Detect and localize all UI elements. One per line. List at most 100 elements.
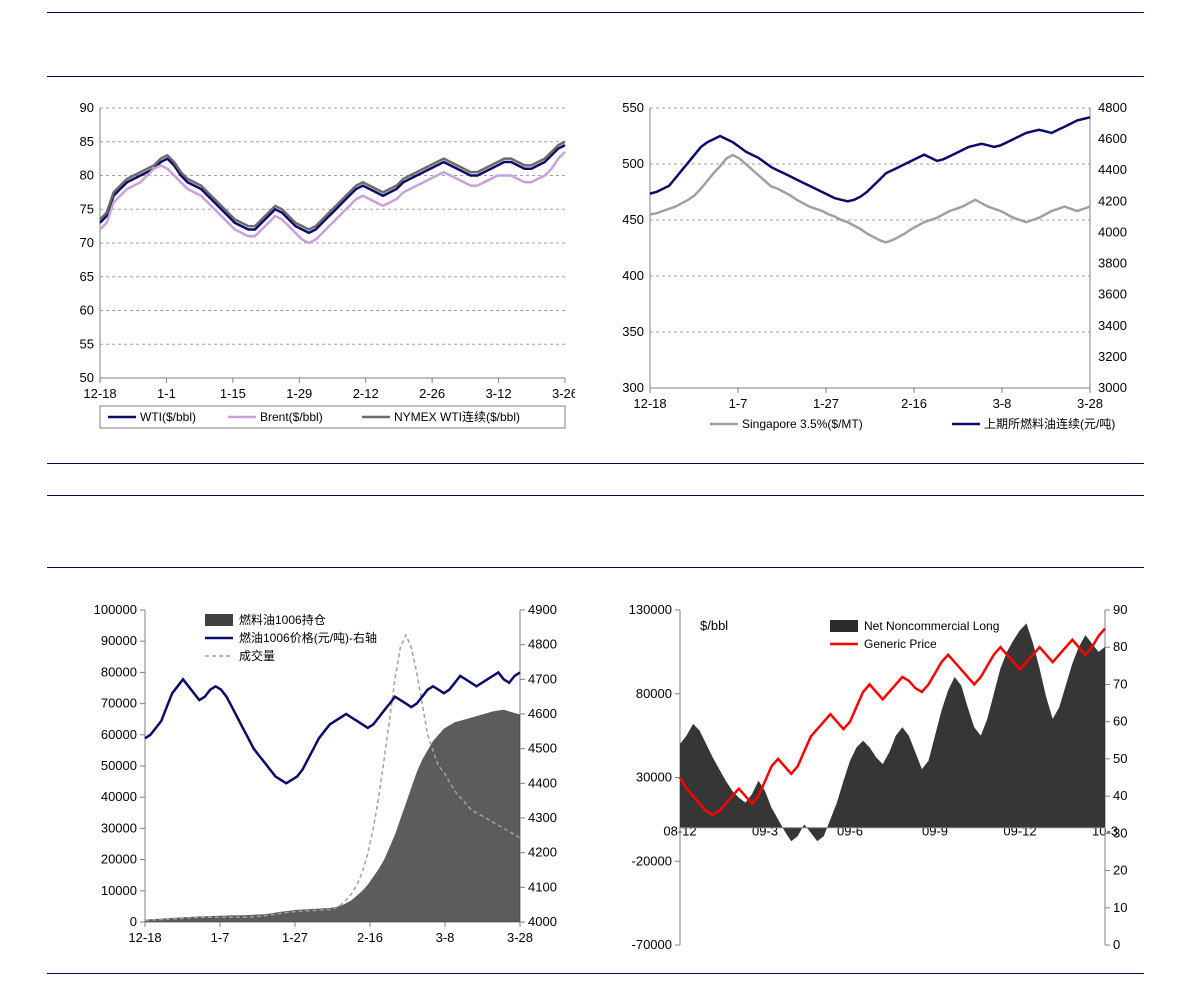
svg-text:NYMEX WTI连续($/bbl): NYMEX WTI连续($/bbl) (394, 409, 520, 424)
svg-text:4900: 4900 (528, 602, 557, 617)
svg-text:4800: 4800 (528, 637, 557, 652)
svg-text:300: 300 (622, 380, 644, 395)
svg-text:80000: 80000 (636, 686, 672, 701)
svg-text:12-18: 12-18 (128, 930, 161, 945)
svg-text:4400: 4400 (1098, 162, 1127, 177)
svg-text:80000: 80000 (101, 664, 137, 679)
svg-text:3-28: 3-28 (1077, 396, 1103, 411)
svg-text:4100: 4100 (528, 879, 557, 894)
svg-text:60: 60 (1113, 714, 1127, 729)
svg-text:2-16: 2-16 (901, 396, 927, 411)
svg-text:3800: 3800 (1098, 256, 1127, 271)
svg-text:100000: 100000 (94, 602, 137, 617)
svg-text:75: 75 (80, 201, 94, 216)
svg-text:4000: 4000 (528, 914, 557, 929)
chart-bottom-right: -70000-200003000080000130000010203040506… (605, 600, 1145, 960)
hrule-3 (47, 463, 1144, 464)
svg-text:10000: 10000 (101, 883, 137, 898)
hrule-5 (47, 567, 1144, 568)
svg-text:1-15: 1-15 (220, 386, 246, 401)
svg-text:4700: 4700 (528, 671, 557, 686)
svg-text:20: 20 (1113, 863, 1127, 878)
svg-text:30000: 30000 (101, 820, 137, 835)
svg-text:4300: 4300 (528, 810, 557, 825)
svg-text:65: 65 (80, 269, 94, 284)
svg-text:3200: 3200 (1098, 349, 1127, 364)
svg-text:1-1: 1-1 (157, 386, 176, 401)
svg-text:燃料油1006持仓: 燃料油1006持仓 (239, 612, 326, 627)
svg-text:3-8: 3-8 (436, 930, 455, 945)
svg-text:12-18: 12-18 (83, 386, 116, 401)
chart-top-right: 300 350 400 450 500 550 3000 3200 3400 3600 3800 40… (600, 98, 1145, 438)
svg-text:3-12: 3-12 (486, 386, 512, 401)
svg-text:10: 10 (1113, 900, 1127, 915)
svg-text:90000: 90000 (101, 633, 137, 648)
svg-text:60000: 60000 (101, 727, 137, 742)
svg-text:60: 60 (80, 303, 94, 318)
svg-text:燃油1006价格(元/吨)-右轴: 燃油1006价格(元/吨)-右轴 (239, 630, 377, 645)
svg-text:3600: 3600 (1098, 287, 1127, 302)
svg-text:55: 55 (80, 336, 94, 351)
svg-text:4200: 4200 (1098, 193, 1127, 208)
svg-text:-20000: -20000 (632, 853, 672, 868)
svg-text:1-7: 1-7 (729, 396, 748, 411)
svg-text:上期所燃料油连续(元/吨): 上期所燃料油连续(元/吨) (984, 416, 1115, 431)
svg-text:3000: 3000 (1098, 380, 1127, 395)
svg-text:4200: 4200 (528, 845, 557, 860)
svg-text:400: 400 (622, 268, 644, 283)
svg-text:0: 0 (1113, 937, 1120, 952)
svg-text:Generic Price: Generic Price (864, 637, 937, 651)
svg-text:130000: 130000 (629, 602, 672, 617)
svg-text:500: 500 (622, 156, 644, 171)
svg-text:Net Noncommercial Long: Net Noncommercial Long (864, 619, 999, 633)
svg-text:4600: 4600 (1098, 131, 1127, 146)
svg-text:4500: 4500 (528, 741, 557, 756)
svg-text:20000: 20000 (101, 852, 137, 867)
svg-text:Brent($/bbl): Brent($/bbl) (260, 410, 323, 424)
svg-text:450: 450 (622, 212, 644, 227)
svg-text:2-26: 2-26 (419, 386, 445, 401)
svg-text:-70000: -70000 (632, 937, 672, 952)
svg-text:1-29: 1-29 (286, 386, 312, 401)
svg-text:40: 40 (1113, 788, 1127, 803)
svg-text:50000: 50000 (101, 758, 137, 773)
svg-text:70000: 70000 (101, 696, 137, 711)
svg-text:2-16: 2-16 (357, 930, 383, 945)
svg-text:1-7: 1-7 (211, 930, 230, 945)
hrule-6 (47, 973, 1144, 974)
svg-text:$/bbl: $/bbl (700, 618, 728, 633)
chart-top-left: 50 55 60 65 70 75 80 85 90 12-18 1-1 1-15 1-29 2-12 2-… (55, 98, 575, 438)
svg-text:1-27: 1-27 (813, 396, 839, 411)
svg-text:3-26: 3-26 (552, 386, 575, 401)
svg-text:3-28: 3-28 (507, 930, 533, 945)
svg-text:350: 350 (622, 324, 644, 339)
svg-text:0: 0 (130, 914, 137, 929)
svg-text:1-27: 1-27 (282, 930, 308, 945)
svg-text:WTI($/bbl): WTI($/bbl) (140, 410, 196, 424)
svg-text:70: 70 (1113, 676, 1127, 691)
svg-text:70: 70 (80, 235, 94, 250)
svg-text:40000: 40000 (101, 789, 137, 804)
hrule-4 (47, 495, 1144, 496)
svg-text:90: 90 (1113, 602, 1127, 617)
svg-text:4800: 4800 (1098, 100, 1127, 115)
svg-text:50: 50 (80, 370, 94, 385)
svg-text:50: 50 (1113, 751, 1127, 766)
svg-text:85: 85 (80, 134, 94, 149)
svg-text:成交量: 成交量 (239, 648, 275, 663)
svg-text:3-8: 3-8 (993, 396, 1012, 411)
svg-text:4600: 4600 (528, 706, 557, 721)
hrule-1 (47, 12, 1144, 13)
svg-text:90: 90 (80, 100, 94, 115)
svg-text:80: 80 (1113, 639, 1127, 654)
svg-text:4000: 4000 (1098, 224, 1127, 239)
svg-text:3400: 3400 (1098, 318, 1127, 333)
svg-text:Singapore 3.5%($/MT): Singapore 3.5%($/MT) (742, 417, 863, 431)
page-root: 50 55 60 65 70 75 80 85 90 12-18 1-1 1-15 1-29 2-12 2-… (0, 0, 1191, 1002)
svg-text:80: 80 (80, 168, 94, 183)
svg-text:2-12: 2-12 (353, 386, 379, 401)
svg-text:30000: 30000 (636, 770, 672, 785)
hrule-2 (47, 76, 1144, 77)
svg-text:550: 550 (622, 100, 644, 115)
svg-text:12-18: 12-18 (633, 396, 666, 411)
